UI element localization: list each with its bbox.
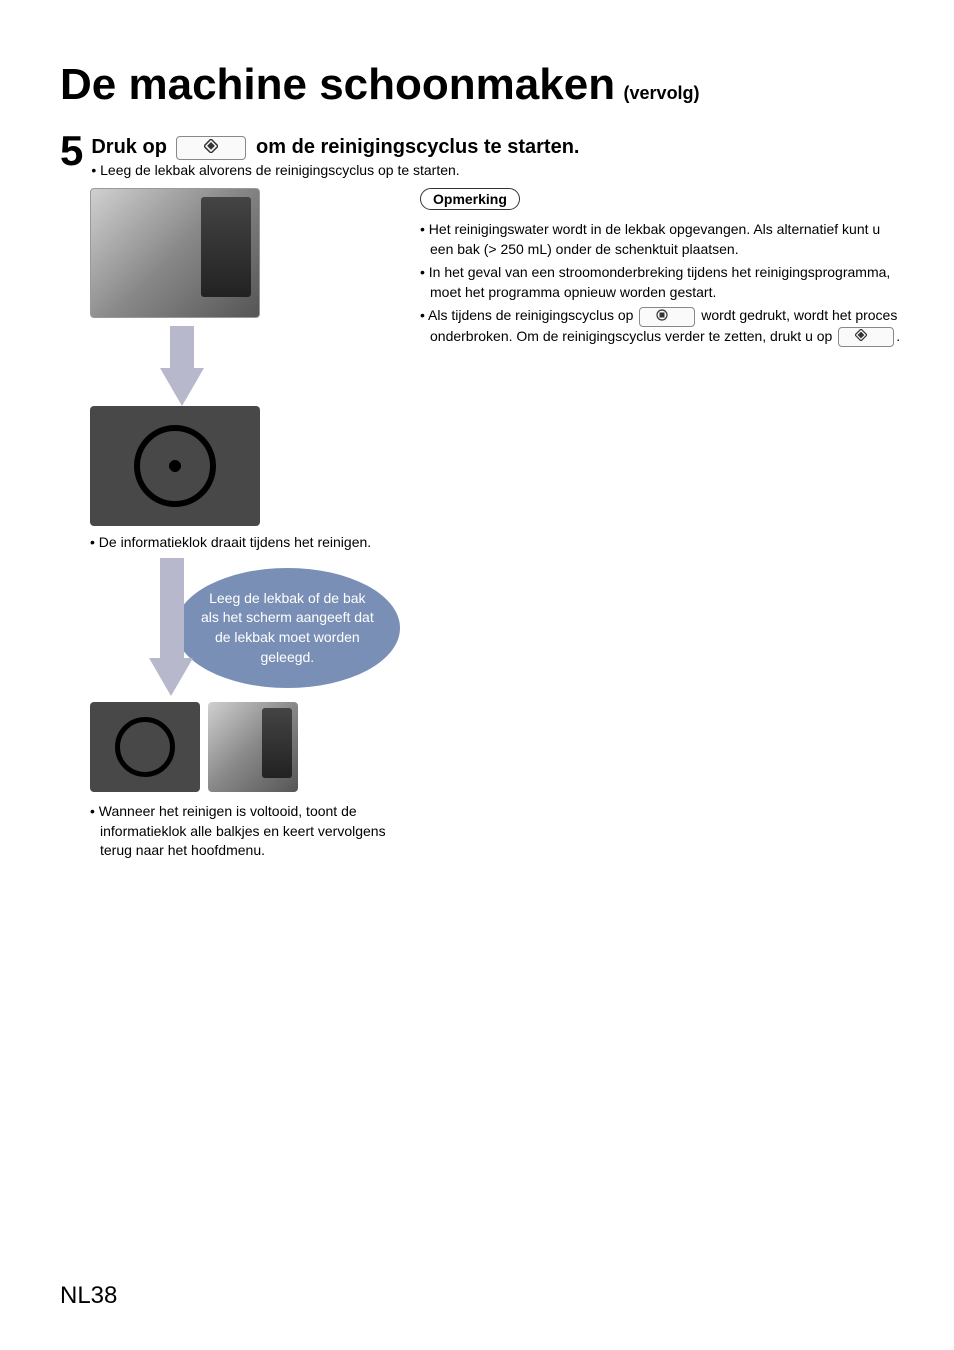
note3-c: . <box>896 328 900 344</box>
note-item-1: • Het reinigingswater wordt in de lekbak… <box>420 220 904 259</box>
note-item-2: • In het geval van een stroomonderbrekin… <box>420 263 904 302</box>
start-button-icon-small <box>838 327 894 347</box>
start-button-icon <box>176 136 246 160</box>
caption-clock: • De informatieklok draait tijdens het r… <box>90 534 400 550</box>
final-caption: • Wanneer het reinigen is voltooid, toon… <box>90 802 400 861</box>
step-5: 5 Druk op om de reinigingscyclus te star… <box>60 130 904 178</box>
arrow-down-2 <box>60 558 175 698</box>
machine-illustration-2 <box>208 702 298 792</box>
title-suffix: (vervolg) <box>624 83 700 103</box>
step-number: 5 <box>60 130 83 172</box>
step-sub: • Leeg de lekbak alvorens de reinigingsc… <box>91 162 904 178</box>
note3-a: • Als tijdens de reinigingscyclus op <box>420 307 633 323</box>
note-badge: Opmerking <box>420 188 520 210</box>
stop-button-icon <box>639 307 695 327</box>
note-list: • Het reinigingswater wordt in de lekbak… <box>420 220 904 347</box>
heading-before: Druk op <box>91 136 167 158</box>
info-clock-illustration <box>90 406 260 526</box>
heading-after: om de reinigingscyclus te starten. <box>256 136 579 158</box>
machine-illustration-1 <box>90 188 260 318</box>
arrow-down-icon <box>160 368 204 406</box>
page-title: De machine schoonmaken (vervolg) <box>60 60 904 110</box>
info-clock-complete <box>90 702 200 792</box>
title-main: De machine schoonmaken <box>60 60 615 109</box>
callout-bubble: Leeg de lekbak of de bak als het scherm … <box>175 568 400 688</box>
note-item-3: • Als tijdens de reinigingscyclus op wor… <box>420 306 904 347</box>
step-heading: Druk op om de reinigingscyclus te starte… <box>91 134 904 160</box>
page-number: NL38 <box>60 1282 117 1310</box>
